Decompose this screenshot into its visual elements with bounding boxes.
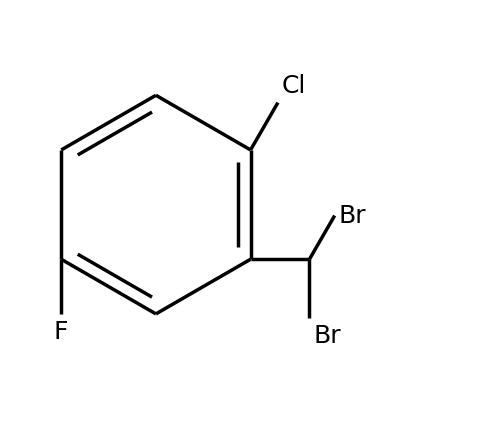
Text: Br: Br — [313, 325, 341, 348]
Text: F: F — [54, 320, 69, 344]
Text: Br: Br — [339, 204, 367, 227]
Text: Cl: Cl — [282, 75, 307, 98]
